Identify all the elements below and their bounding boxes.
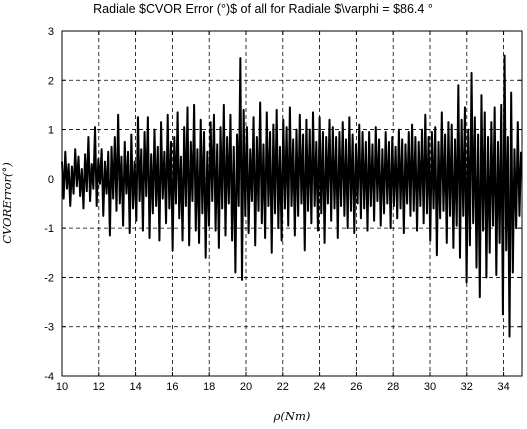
x-tick-label: 26	[350, 381, 362, 393]
x-tick-label: 34	[497, 381, 509, 393]
grid-lines	[61, 30, 522, 377]
y-tick-label: -2	[44, 272, 54, 284]
x-tick-label: 18	[203, 381, 215, 393]
chart-title: Radiale $CVOR Error (°)$ of all for Radi…	[93, 2, 433, 16]
y-tick-label: -4	[44, 371, 54, 383]
x-tick-label: 14	[129, 381, 141, 393]
x-axis-label: ρ(Nm)	[273, 409, 311, 423]
y-tick-label: 1	[48, 125, 54, 137]
series-line-cvor-error	[61, 54, 523, 338]
x-tick-label: 16	[166, 381, 178, 393]
y-tick-labels: -4 -3 -2 -1 0 1 2 3	[44, 26, 54, 383]
y-tick-label: -3	[44, 322, 54, 334]
y-tick-label: 3	[48, 26, 54, 38]
x-tick-labels: 10 12 14 16 18 20 22 24 26 28 30 32 34	[56, 381, 510, 393]
plot-frame	[61, 30, 523, 377]
y-tick-label: -1	[44, 223, 54, 235]
x-tick-label: 30	[424, 381, 436, 393]
x-tick-label: 20	[240, 381, 252, 393]
x-tick-label: 22	[277, 381, 289, 393]
series-layer	[61, 54, 523, 338]
x-tick-label: 32	[461, 381, 473, 393]
y-tick-label: 0	[48, 174, 54, 186]
x-tick-label: 28	[387, 381, 399, 393]
x-tick-label: 24	[313, 381, 325, 393]
axis-ticks	[61, 30, 522, 377]
x-tick-label: 10	[56, 381, 68, 393]
y-tick-label: 2	[48, 75, 54, 87]
x-tick-label: 12	[93, 381, 105, 393]
y-axis-label: CVORError(°)	[0, 162, 14, 244]
